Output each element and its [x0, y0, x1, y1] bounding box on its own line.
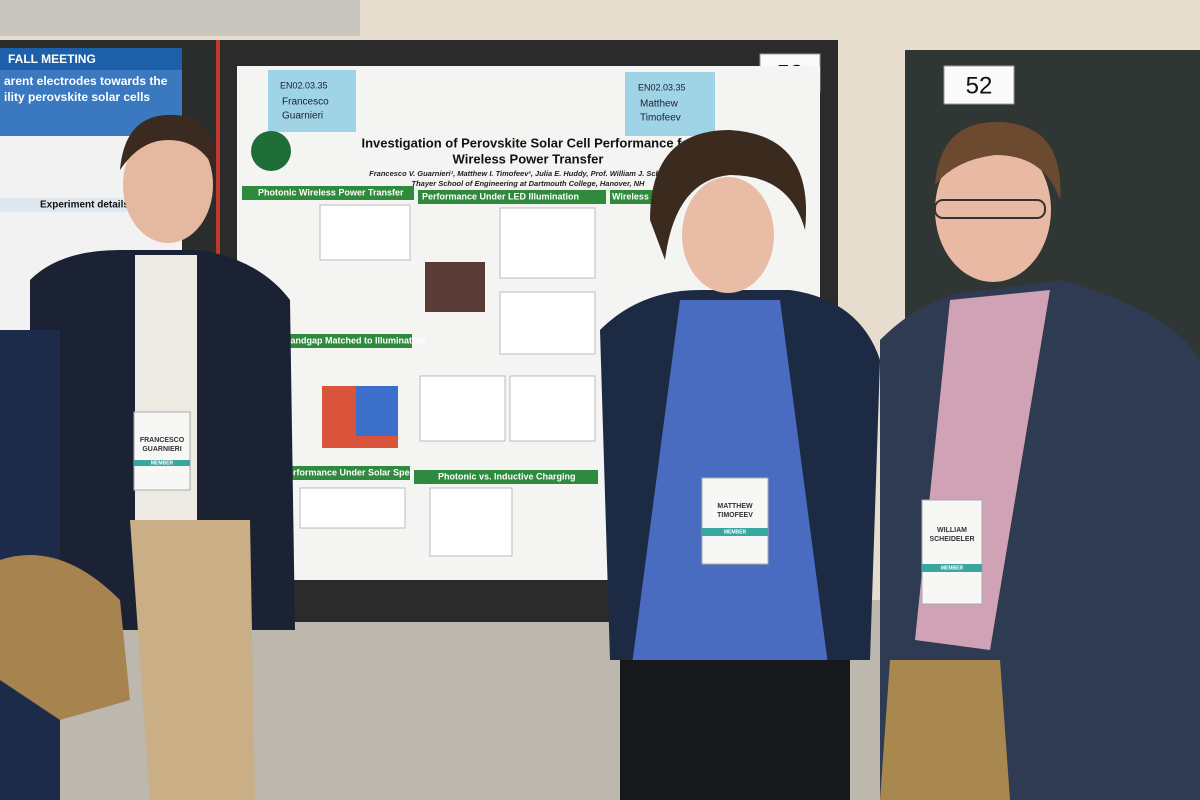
sticky-name: Guarnieri: [282, 111, 323, 122]
section-header-bg: [280, 334, 412, 348]
sticky-name: Francesco: [282, 97, 329, 108]
sticky-note: [625, 72, 715, 136]
person-left-trousers: [130, 520, 255, 800]
red-cable: [216, 40, 220, 260]
poster-figure: [319, 204, 411, 261]
badge-name: FRANCESCO: [140, 437, 185, 444]
poster-affiliation: Thayer School of Engineering at Dartmout…: [412, 179, 646, 188]
left-poster-title: ility perovskite solar cells: [4, 90, 150, 104]
person-center-face: [682, 177, 774, 293]
board-number-card: [943, 65, 1015, 105]
badge-name: WILLIAM: [937, 527, 967, 534]
left-poster-title: arent electrodes towards the: [4, 74, 168, 88]
ceiling-vent: [0, 0, 360, 36]
badge-stripe: [134, 460, 190, 466]
left-poster-section: Experiment details: [40, 200, 129, 211]
section-header-bg: [418, 190, 606, 204]
badge-name: GUARNIERI: [142, 446, 181, 453]
held-jacket: [0, 555, 130, 720]
left-poster-header: FALL MEETING: [8, 52, 96, 66]
board-number: 52: [966, 72, 993, 99]
poster-photo: [425, 262, 485, 312]
poster-figure: [419, 375, 506, 442]
sticky-note: [268, 70, 356, 132]
badge-stripe: [702, 528, 768, 536]
badge-card: [701, 477, 769, 565]
person-left-hair: [120, 114, 216, 170]
left-poster-banner: [0, 48, 182, 70]
badge-status: MEMBER: [724, 529, 747, 535]
badge-name: TIMOFEEV: [717, 512, 753, 519]
badge-card: [921, 499, 983, 605]
poster-figure: [299, 487, 406, 529]
left-poster-section-bg: [0, 198, 130, 212]
badge-name: MATTHEW: [717, 503, 753, 510]
section-header-bg: [414, 470, 598, 484]
badge: FRANCESCO GUARNIERI MEMBER: [133, 411, 191, 491]
person-left-face: [123, 127, 213, 243]
badge-card: [133, 411, 191, 491]
dartmouth-logo: [251, 131, 291, 171]
bandgap-heatmap: [356, 386, 398, 436]
badge-name: SCHEIDELER: [929, 536, 974, 543]
section-header: Photonic vs. Inductive Charging: [438, 471, 576, 481]
sticky-code: EN02.03.35: [638, 82, 686, 92]
badge-status: MEMBER: [941, 565, 964, 571]
poster-title: Wireless Power Transfer: [453, 151, 604, 166]
sticky-name: Timofeev: [640, 113, 681, 124]
badge: MATTHEW TIMOFEEV MEMBER: [701, 477, 769, 565]
poster-figure: [509, 375, 596, 442]
badge-status: MEMBER: [151, 460, 174, 466]
person-right-hair: [935, 121, 1061, 200]
section-header: Bandgap Matched to Illumination: [284, 335, 426, 345]
badge-stripe: [922, 564, 982, 572]
person-center-hair: [650, 130, 807, 260]
poster-figure: [429, 487, 513, 557]
section-header: Wireless: [612, 191, 649, 201]
section-header: Performance Under LED Illumination: [422, 191, 579, 201]
person-center-trousers: [620, 660, 850, 800]
poster-authors: Francesco V. Guarnieri¹, Matthew I. Timo…: [369, 169, 687, 178]
sticky-code: EN02.03.35: [280, 80, 328, 90]
person-right-glasses: [934, 199, 1046, 219]
sticky-name: Matthew: [640, 99, 679, 110]
poster-title: Investigation of Perovskite Solar Cell P…: [361, 135, 694, 150]
section-header-bg: [242, 186, 414, 200]
poster-figure: [499, 291, 596, 355]
person-right-face: [935, 138, 1051, 282]
person-right-trousers: [880, 660, 1010, 800]
poster-figure: [499, 207, 596, 279]
badge: WILLIAM SCHEIDELER MEMBER: [921, 499, 983, 605]
section-header: Performance Under Solar Spectrum: [282, 467, 435, 477]
section-header-bg: [280, 466, 410, 480]
section-header: Photonic Wireless Power Transfer: [258, 187, 404, 197]
